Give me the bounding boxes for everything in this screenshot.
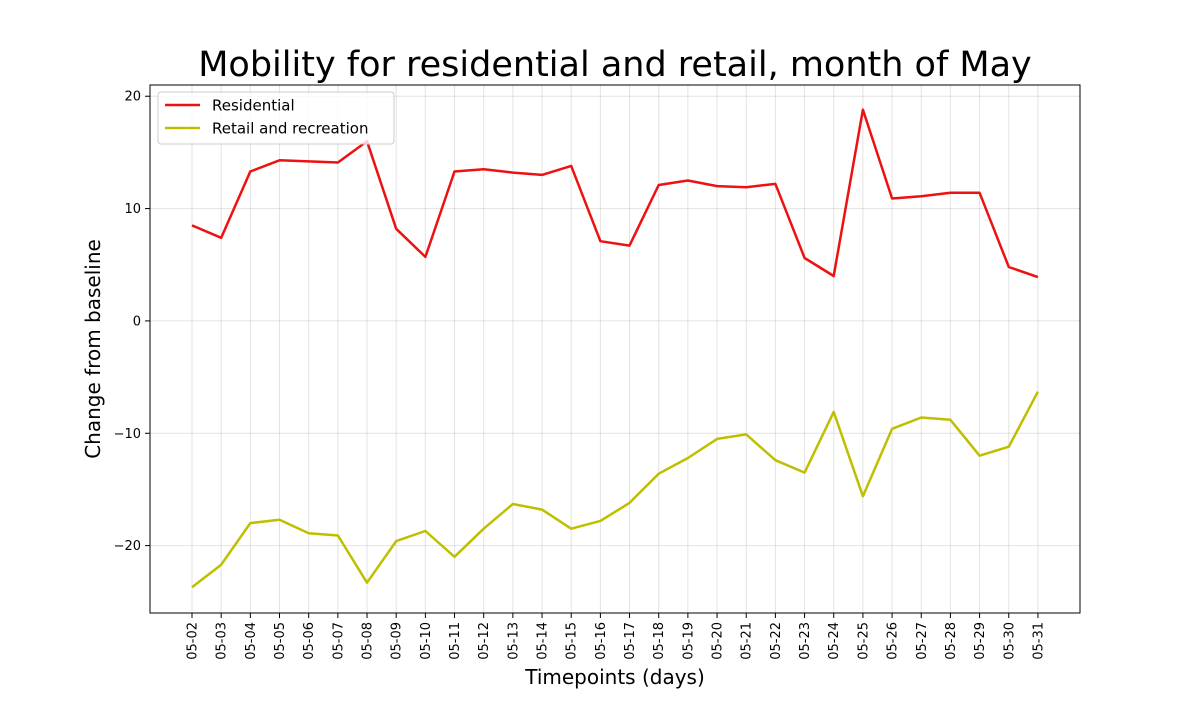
y-tick-label: −20 (114, 539, 141, 554)
x-tick-label: 05-19 (681, 622, 696, 660)
x-axis-label: Timepoints (days) (524, 665, 705, 689)
y-tick-label: −10 (114, 427, 141, 442)
x-tick-label: 05-29 (973, 622, 988, 660)
x-tick-label: 05-11 (448, 622, 463, 660)
series-line-residential (191, 108, 1039, 279)
legend-label: Residential (212, 97, 295, 115)
x-tick-label: 05-07 (331, 622, 346, 660)
grid-lines (150, 85, 1080, 613)
y-tick-label: 10 (124, 202, 141, 217)
x-tick-label: 05-05 (273, 622, 288, 660)
axis-ticks: 05-02 05-03 05-04 05-05 05-06 05-07 05-08 05-09… (114, 90, 1047, 660)
y-tick-label: 20 (124, 90, 141, 105)
x-tick-label: 05-27 (915, 622, 930, 660)
x-tick-label: 05-28 (944, 622, 959, 660)
x-tick-label: 05-16 (594, 622, 609, 660)
series-line-retail-and-recreation (191, 391, 1040, 589)
x-tick-label: 05-20 (711, 622, 726, 660)
x-tick-label: 05-09 (390, 622, 405, 660)
x-tick-label: 05-26 (886, 622, 901, 660)
x-tick-label: 05-04 (244, 622, 259, 660)
y-axis-label: Change from baseline (81, 239, 105, 459)
x-tick-label: 05-06 (302, 622, 317, 660)
x-tick-label: 05-31 (1031, 622, 1046, 660)
x-tick-label: 05-23 (798, 622, 813, 660)
x-tick-label: 05-02 (186, 622, 201, 660)
x-tick-label: 05-30 (1002, 622, 1017, 660)
x-tick-label: 05-12 (477, 622, 492, 660)
y-tick-label: 0 (133, 314, 141, 329)
x-tick-label: 05-13 (506, 622, 521, 660)
x-tick-label: 05-08 (361, 622, 376, 660)
x-tick-label: 05-15 (565, 622, 580, 660)
legend: Residential Retail and recreation (157, 91, 395, 145)
x-tick-label: 05-24 (827, 622, 842, 660)
plot-frame (149, 84, 1081, 614)
x-tick-label: 05-03 (215, 622, 230, 660)
x-tick-label: 05-18 (652, 622, 667, 660)
x-tick-label: 05-14 (536, 622, 551, 660)
series-lines (191, 108, 1040, 589)
legend-label: Retail and recreation (212, 120, 368, 138)
x-tick-label: 05-22 (769, 622, 784, 660)
legend-box (157, 91, 395, 145)
x-tick-label: 05-10 (419, 622, 434, 660)
x-tick-label: 05-25 (856, 622, 871, 660)
chart-title: Mobility for residential and retail, mon… (198, 45, 1032, 85)
x-tick-label: 05-17 (623, 622, 638, 660)
x-tick-label: 05-21 (740, 622, 755, 660)
